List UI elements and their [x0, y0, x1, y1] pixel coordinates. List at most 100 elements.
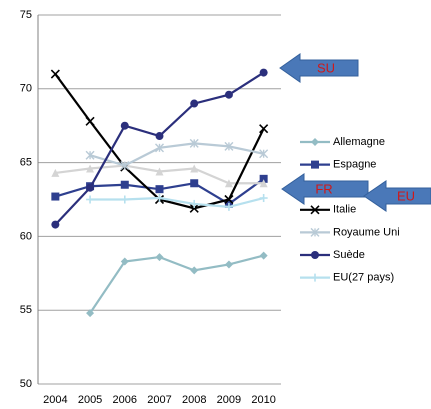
- marker: [311, 138, 319, 146]
- marker-shape: [86, 164, 95, 173]
- marker-shape: [224, 179, 233, 188]
- marker: [259, 251, 268, 260]
- marker: [86, 195, 95, 204]
- annotation: SU: [317, 60, 335, 75]
- series-line: [89, 142, 264, 167]
- marker-shape: [51, 220, 60, 229]
- marker-shape: [155, 132, 164, 141]
- arrow-fr: FR: [281, 173, 369, 205]
- marker: [120, 161, 130, 171]
- y-tick-label: 65: [20, 157, 32, 169]
- marker: [50, 69, 60, 79]
- marker-shape: [224, 260, 233, 269]
- marker: [190, 266, 199, 275]
- marker-shape: [86, 309, 95, 318]
- legend-label: EU(27 pays): [333, 272, 394, 284]
- marker: [224, 260, 233, 269]
- marker: [120, 257, 129, 266]
- marker-shape: [259, 179, 268, 188]
- marker: [190, 99, 199, 108]
- marker-shape: [155, 185, 164, 194]
- marker-shape: [189, 203, 199, 213]
- marker-shape: [190, 266, 199, 275]
- marker: [259, 124, 269, 134]
- marker: [190, 199, 199, 208]
- marker-shape: [311, 138, 319, 146]
- marker-shape: [224, 194, 234, 205]
- marker-shape: [50, 69, 60, 79]
- marker: [224, 90, 233, 99]
- marker: [224, 194, 234, 205]
- x-tick-label: 2010: [251, 394, 275, 406]
- annotation: EU: [397, 188, 415, 203]
- x-tick-label: 2007: [147, 394, 171, 406]
- marker: [155, 167, 164, 176]
- marker: [155, 132, 164, 141]
- x-tick-label: 2006: [113, 394, 137, 406]
- arrow-shape: [281, 173, 369, 205]
- series-line: [89, 254, 264, 314]
- plot-area: 50 55 60 65 70 75 2004 2005 2006 2007 2008 2009 2010: [20, 9, 281, 406]
- marker-shape: [224, 90, 233, 99]
- marker: [120, 180, 129, 189]
- legend-label: Suède: [333, 249, 365, 261]
- x-tick-label: 2005: [78, 394, 102, 406]
- marker-shape: [311, 251, 319, 259]
- marker: [259, 194, 268, 203]
- marker: [155, 253, 164, 262]
- marker-shape: [85, 116, 95, 126]
- marker: [120, 195, 129, 204]
- marker-shape: [259, 174, 268, 183]
- marker: [120, 121, 129, 130]
- arrow-eu: EU: [363, 180, 431, 212]
- x-tick-label: 2009: [217, 394, 241, 406]
- legend-label: Allemagne: [333, 136, 385, 148]
- marker-shape: [310, 205, 320, 215]
- arrow-shape: [279, 53, 359, 83]
- marker-shape: [51, 192, 60, 201]
- y-tick-label: 60: [20, 230, 32, 242]
- marker: [189, 138, 199, 148]
- marker: [51, 192, 60, 201]
- marker: [259, 149, 269, 159]
- marker-shape: [190, 179, 199, 188]
- marker: [155, 185, 164, 194]
- marker-shape: [120, 121, 129, 130]
- marker: [224, 202, 233, 211]
- marker: [189, 203, 199, 213]
- marker-shape: [51, 168, 60, 177]
- marker: [155, 194, 164, 203]
- arrow-su: SU: [279, 53, 359, 83]
- y-tick-label: 55: [20, 304, 32, 316]
- marker: [86, 183, 95, 192]
- x-tick-label: 2004: [43, 394, 67, 406]
- marker: [86, 309, 95, 318]
- y-tick-label: 75: [20, 9, 32, 21]
- marker: [85, 150, 95, 160]
- marker: [155, 143, 164, 153]
- marker: [259, 68, 268, 77]
- legend-label: Espagne: [333, 159, 376, 171]
- annotation: FR: [315, 181, 332, 196]
- marker: [51, 168, 60, 177]
- arrow-shape: [363, 180, 431, 212]
- marker-shape: [155, 167, 164, 176]
- x-tick-label: 2008: [182, 394, 206, 406]
- marker-shape: [190, 99, 199, 108]
- marker: [310, 227, 320, 237]
- y-tick-label: 50: [20, 378, 32, 390]
- marker-shape: [86, 183, 95, 192]
- marker-shape: [190, 164, 199, 173]
- marker: [224, 179, 233, 188]
- marker-shape: [311, 160, 319, 169]
- marker: [311, 251, 319, 259]
- marker-shape: [259, 68, 268, 77]
- marker-shape: [120, 257, 129, 266]
- marker: [51, 220, 60, 229]
- legend-label: Royaume Uni: [333, 226, 400, 238]
- legend-label: Italie: [333, 204, 356, 216]
- y-tick-label: 70: [20, 83, 32, 95]
- marker: [310, 205, 320, 215]
- marker: [311, 160, 319, 169]
